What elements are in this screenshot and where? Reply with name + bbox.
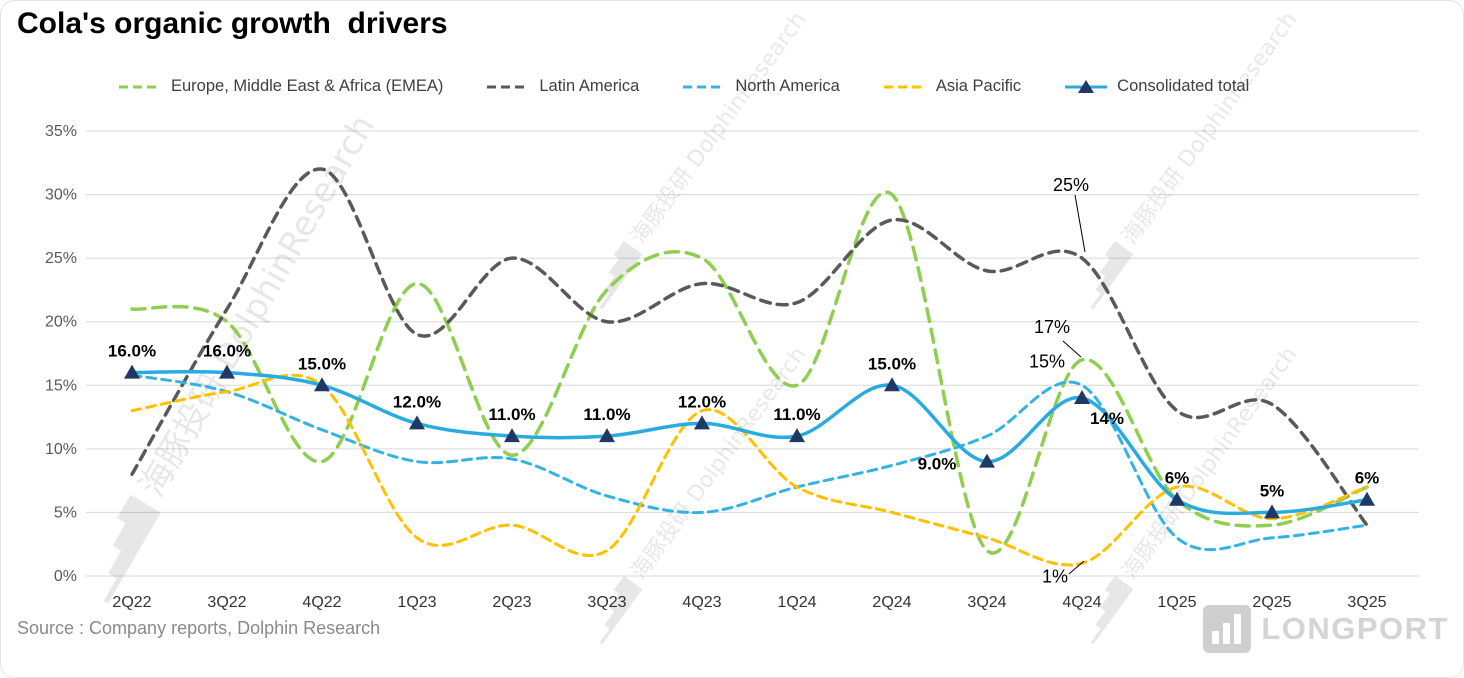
legend-swatch-asia-pacific — [883, 85, 926, 88]
legend-swatch-europe-middle-east-africa-emea — [119, 85, 161, 88]
x-tick-label: 3Q22 — [207, 594, 246, 611]
data-point-label: 15.0% — [298, 354, 346, 373]
data-point-marker — [1359, 491, 1375, 506]
chart-legend: Europe, Middle East & Africa (EMEA) Latin… — [117, 77, 1249, 96]
legend-label: Latin America — [539, 77, 640, 95]
x-tick-label: 3Q23 — [587, 594, 626, 611]
annotation-leader-line — [1062, 340, 1082, 358]
data-point-label: 16.0% — [203, 342, 251, 361]
annotation-leader-line — [1074, 194, 1086, 253]
series-line-asia-pacific — [130, 373, 1369, 567]
legend-swatch-north-america — [683, 85, 726, 88]
data-point-label: 11.0% — [583, 405, 630, 424]
data-point-label: 6% — [1165, 469, 1190, 488]
annotation-label: 15% — [1029, 351, 1065, 371]
x-tick-label: 3Q25 — [1347, 594, 1386, 611]
data-point-marker — [789, 428, 805, 443]
data-point-marker — [694, 415, 710, 430]
watermark: ▁▃▅▇ 海豚投研 DolphinResearch — [582, 8, 812, 311]
series-line-latin-america — [130, 167, 1369, 527]
data-point-label: 11.0% — [773, 405, 820, 424]
x-tick-label: 4Q24 — [1062, 594, 1101, 611]
data-point-marker — [1264, 504, 1280, 519]
legend-item-europe-middle-east-africa-emea: Europe, Middle East & Africa (EMEA) — [117, 77, 443, 96]
y-tick-label: 0% — [54, 568, 77, 585]
legend-swatch-latin-america — [487, 85, 530, 88]
data-point-label: 15.0% — [868, 354, 916, 373]
x-tick-label: 2Q25 — [1252, 594, 1291, 611]
series-line-north-america — [130, 373, 1369, 552]
chart-title: Cola's organic growth drivers — [17, 7, 448, 40]
watermark: ▁▃▅▇ 海豚投研 DolphinResearch — [1073, 8, 1303, 311]
brand-logo: LONGPORT — [1203, 605, 1449, 653]
legend-item-latin-america: Latin America — [485, 77, 639, 96]
x-tick-label: 1Q23 — [397, 594, 436, 611]
legend-item-asia-pacific: Asia Pacific — [882, 77, 1021, 96]
x-tick-label: 2Q23 — [492, 594, 531, 611]
y-tick-label: 10% — [45, 441, 77, 458]
legend-label: Consolidated total — [1117, 77, 1250, 95]
data-point-marker — [1074, 390, 1090, 404]
brand-text: LONGPORT — [1261, 611, 1449, 646]
x-tick-label: 3Q24 — [967, 594, 1006, 611]
y-tick-label: 5% — [54, 504, 77, 521]
x-tick-label: 2Q22 — [112, 594, 151, 611]
data-point-marker — [884, 377, 900, 392]
x-tick-label: 1Q25 — [1157, 594, 1196, 611]
annotation-label: 17% — [1034, 317, 1070, 337]
annotation-label: 1% — [1042, 566, 1068, 586]
data-point-marker — [124, 364, 140, 379]
series-line-consolidated-total — [130, 369, 1369, 516]
y-tick-label: 25% — [45, 250, 77, 267]
y-tick-label: 30% — [45, 187, 77, 204]
data-point-marker — [504, 428, 520, 443]
data-point-marker — [599, 428, 615, 443]
annotation-label: 25% — [1053, 175, 1089, 195]
legend-label: Europe, Middle East & Africa (EMEA) — [171, 77, 444, 95]
series-line-europe-middle-east-africa-emea — [130, 190, 1369, 555]
source-note: Source : Company reports, Dolphin Resear… — [17, 618, 381, 638]
x-tick-label: 4Q22 — [302, 594, 341, 611]
data-point-label: 12.0% — [393, 392, 441, 411]
x-tick-label: 4Q23 — [682, 594, 721, 611]
legend-label: Asia Pacific — [935, 77, 1022, 95]
data-point-label: 11.0% — [488, 405, 535, 424]
data-point-label: 9.0% — [918, 455, 957, 474]
legend-item-consolidated-total: Consolidated total — [1063, 77, 1249, 96]
x-tick-label: 1Q24 — [777, 594, 816, 611]
data-point-label: 5% — [1260, 481, 1285, 500]
annotation-leader-line — [1068, 560, 1085, 575]
y-tick-label: 20% — [45, 314, 77, 331]
data-point-marker — [979, 453, 995, 468]
x-tick-label: 2Q24 — [872, 594, 911, 611]
legend-label: North America — [735, 77, 840, 95]
data-point-marker — [314, 377, 330, 392]
data-point-label: 14% — [1090, 409, 1124, 428]
data-point-label: 16.0% — [108, 342, 156, 361]
legend-item-north-america: North America — [681, 77, 840, 96]
y-tick-label: 15% — [45, 377, 77, 394]
data-point-label: 12.0% — [678, 392, 726, 411]
y-tick-label: 35% — [45, 123, 77, 140]
longport-icon — [1203, 605, 1252, 653]
data-point-marker — [1169, 491, 1185, 506]
legend-swatch-consolidated-total — [1065, 79, 1108, 93]
data-point-label: 6% — [1355, 469, 1380, 488]
data-point-marker — [219, 364, 235, 379]
data-point-marker — [409, 415, 425, 430]
